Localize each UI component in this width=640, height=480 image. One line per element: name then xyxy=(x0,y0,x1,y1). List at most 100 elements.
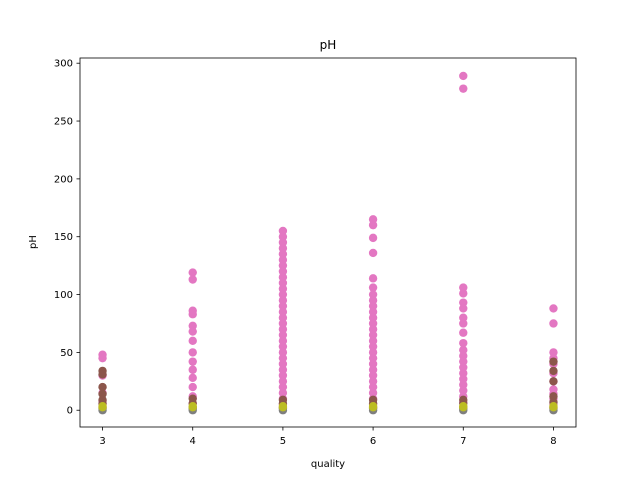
data-point-s0-86 xyxy=(459,304,468,313)
data-point-s0-34 xyxy=(278,296,288,305)
data-point-s0-22 xyxy=(278,226,288,236)
y-tick-label-0: 0 xyxy=(67,406,73,417)
data-point-s0-54 xyxy=(368,215,378,224)
data-point-s0-37 xyxy=(278,313,288,322)
data-points xyxy=(98,71,558,415)
data-point-s0-90 xyxy=(459,338,468,348)
data-point-s0-13 xyxy=(188,336,197,346)
data-point-s0-50 xyxy=(278,388,288,398)
data-point-s0-104 xyxy=(549,348,558,357)
data-point-s0-98 xyxy=(459,386,468,395)
y-axis-label: pH xyxy=(28,235,39,249)
data-point-s3-11 xyxy=(549,403,558,412)
y-tick-label-1: 50 xyxy=(60,348,73,359)
chart-title: pH xyxy=(320,38,337,52)
data-point-s0-77 xyxy=(368,388,378,398)
data-point-s0-83 xyxy=(459,283,468,292)
data-point-s0-25 xyxy=(278,244,288,253)
data-point-s0-36 xyxy=(278,307,288,317)
data-point-s0-38 xyxy=(278,319,288,328)
data-point-s0-72 xyxy=(368,359,378,369)
data-point-s0-49 xyxy=(278,382,288,392)
data-point-s0-67 xyxy=(368,330,378,340)
data-point-s0-46 xyxy=(278,365,288,374)
data-point-s0-68 xyxy=(368,336,378,346)
data-point-s0-11 xyxy=(188,321,197,330)
data-point-s0-85 xyxy=(459,298,468,307)
x-axis-ticks: 3 4 5 6 7 8 xyxy=(99,427,557,447)
data-point-s0-63 xyxy=(368,307,378,317)
data-point-s0-62 xyxy=(368,301,378,311)
data-point-s0-40 xyxy=(278,330,288,340)
x-tick-label-1: 4 xyxy=(190,436,196,447)
y-tick-label-2: 100 xyxy=(54,290,73,301)
y-tick-label-3: 150 xyxy=(54,232,73,243)
data-point-s1-14 xyxy=(549,357,558,366)
data-point-s0-94 xyxy=(459,363,468,372)
data-point-s3-1 xyxy=(98,403,107,412)
data-point-s0-61 xyxy=(368,296,378,305)
data-point-s0-103 xyxy=(549,319,558,328)
data-point-s0-76 xyxy=(368,382,378,392)
data-point-s0-12 xyxy=(188,327,197,336)
data-point-s0-97 xyxy=(459,380,468,389)
y-tick-label-5: 250 xyxy=(54,117,73,128)
data-point-s0-69 xyxy=(368,342,378,351)
data-point-s3-5 xyxy=(278,403,288,412)
data-point-s0-43 xyxy=(278,348,288,357)
data-point-s0-81 xyxy=(459,71,468,81)
data-point-s0-82 xyxy=(459,84,468,93)
data-point-s0-14 xyxy=(188,348,197,357)
x-tick-label-2: 5 xyxy=(280,436,286,447)
plot-frame xyxy=(79,57,577,428)
data-point-s0-70 xyxy=(368,348,378,357)
data-point-s0-95 xyxy=(459,369,468,378)
data-point-s0-60 xyxy=(368,290,378,299)
y-tick-label-4: 200 xyxy=(54,174,73,185)
data-point-s0-35 xyxy=(278,301,288,311)
data-point-s0-56 xyxy=(368,233,378,243)
data-point-s0-1 xyxy=(98,353,107,363)
data-point-s0-58 xyxy=(368,274,378,283)
data-point-s1-2 xyxy=(98,382,107,392)
data-point-s0-8 xyxy=(188,275,197,284)
data-point-s0-16 xyxy=(188,365,197,374)
data-point-s0-47 xyxy=(278,371,288,380)
data-point-s0-30 xyxy=(278,273,288,282)
data-point-s0-89 xyxy=(459,328,468,337)
data-point-s3-3 xyxy=(188,403,197,412)
data-point-s1-1 xyxy=(98,370,107,379)
data-point-s0-24 xyxy=(278,238,288,247)
data-point-s0-31 xyxy=(278,278,288,288)
x-axis-label: quality xyxy=(311,459,345,470)
x-tick-label-5: 8 xyxy=(550,436,556,447)
data-point-s0-15 xyxy=(188,357,197,366)
y-axis-ticks: 0 50 100 150 200 250 300 xyxy=(54,59,80,417)
data-point-s0-55 xyxy=(368,220,378,230)
data-point-s0-7 xyxy=(188,268,197,277)
data-point-s0-17 xyxy=(188,373,197,383)
data-point-s0-71 xyxy=(368,353,378,363)
data-point-s0-66 xyxy=(368,325,378,334)
data-point-s1-3 xyxy=(98,389,107,399)
data-point-s1-16 xyxy=(549,377,558,386)
y-tick-label-6: 300 xyxy=(54,59,73,70)
data-point-s0-96 xyxy=(459,374,468,384)
data-point-s0-32 xyxy=(278,284,288,293)
data-point-s0-65 xyxy=(368,319,378,328)
data-point-s0-10 xyxy=(188,310,197,319)
data-point-s0-41 xyxy=(278,336,288,346)
data-point-s0-93 xyxy=(459,357,468,366)
x-tick-label-3: 6 xyxy=(370,436,376,447)
data-point-s3-9 xyxy=(459,403,468,412)
data-point-s0-44 xyxy=(278,353,288,363)
x-tick-label-0: 3 xyxy=(99,436,105,447)
data-point-s0-75 xyxy=(368,377,378,386)
data-point-s0-92 xyxy=(459,351,468,361)
data-point-s0-33 xyxy=(278,290,288,299)
data-point-s0-88 xyxy=(459,319,468,328)
data-point-s0-91 xyxy=(459,345,468,355)
data-point-s0-28 xyxy=(278,261,288,270)
data-point-s0-29 xyxy=(278,267,288,276)
